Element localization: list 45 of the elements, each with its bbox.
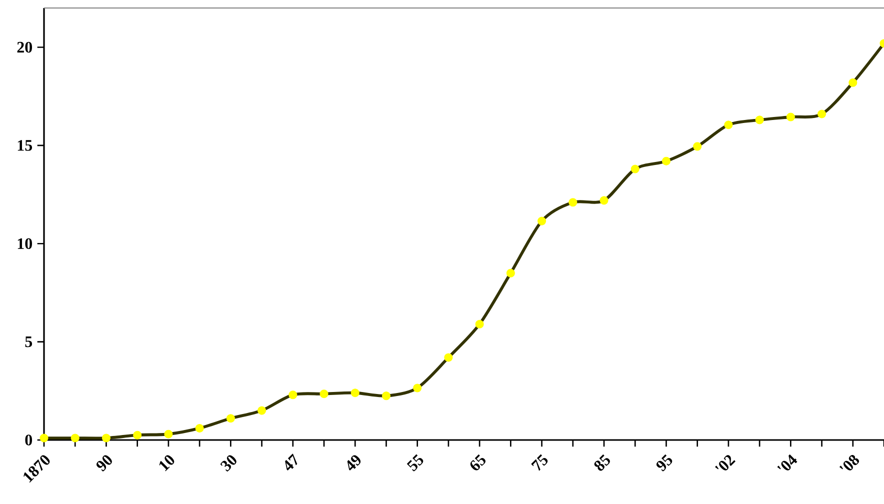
point (350, 388, 360, 398)
point (444, 353, 453, 362)
y-tick-label: 15 (18, 140, 32, 151)
point (506, 268, 515, 278)
point (662, 156, 670, 166)
y-tick-label: 5 (25, 336, 32, 348)
x-tick-label: 90 (96, 455, 112, 472)
point (818, 110, 826, 118)
x-tick-label: 49 (347, 455, 361, 471)
x-tick-label: '04 (777, 454, 798, 470)
point (226, 414, 235, 423)
point (133, 430, 142, 440)
point (382, 392, 390, 400)
x-tick-label: '02 (714, 455, 736, 470)
x-tick-label: 85 (594, 454, 610, 471)
point (848, 78, 858, 87)
x-tick-label: 95 (656, 454, 672, 472)
x-tick-label: 55 (406, 454, 424, 472)
x-tick-label: 30 (220, 455, 236, 472)
x-tick-label: 47 (285, 454, 298, 470)
x-tick-label: 10 (159, 455, 174, 472)
y-tick-label: 10 (18, 238, 32, 250)
y-tick-label: 20 (17, 42, 32, 53)
point (258, 406, 266, 415)
point (475, 320, 484, 328)
point (195, 424, 204, 432)
x-tick-label: '08 (839, 454, 860, 470)
point (40, 434, 48, 442)
y-tick-label: 0 (25, 434, 32, 446)
point (538, 216, 546, 226)
point (320, 390, 328, 398)
point (724, 120, 733, 130)
point (70, 434, 80, 442)
x-tick-label: 75 (531, 454, 548, 471)
point (413, 384, 422, 392)
point (102, 434, 110, 442)
point (693, 142, 702, 151)
point (755, 116, 764, 124)
point (600, 196, 608, 205)
point (568, 198, 578, 207)
point (786, 112, 795, 122)
x-tick-label: 65 (470, 454, 486, 470)
point (288, 390, 298, 400)
point (164, 430, 173, 438)
point (630, 164, 640, 174)
